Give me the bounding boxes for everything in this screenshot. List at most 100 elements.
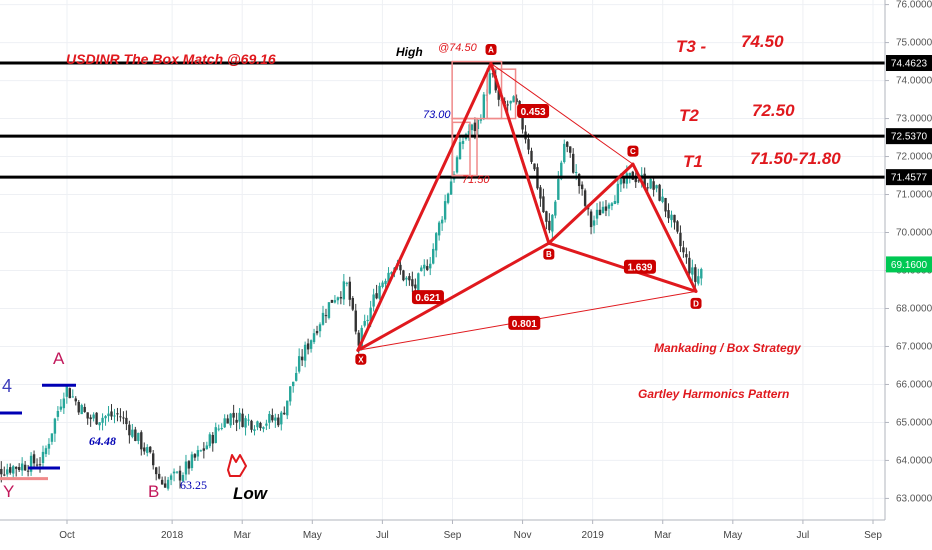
price-tick-label: 70.0000 — [896, 228, 932, 239]
value-63-25: 63.25 — [180, 478, 207, 492]
candle-body — [0, 468, 3, 475]
candle-body — [592, 220, 596, 226]
price-tag-label: 74.4623 — [891, 59, 928, 70]
candle-body — [190, 454, 194, 469]
candle-body — [461, 140, 465, 144]
pointing-hand-icon — [227, 454, 247, 477]
candle-body — [521, 108, 524, 130]
gartley-pattern: X A B C D 0.453 0.621 1.639 0.801 — [355, 43, 702, 365]
candle-body — [488, 73, 491, 94]
time-axis: Oct 2018 Mar May Jul Sep Nov 2019 Mar May Jul Sep — [0, 519, 885, 550]
candle-body — [80, 405, 83, 415]
candle-body — [280, 412, 283, 425]
time-tick-label: 2019 — [582, 530, 605, 541]
time-tick-label: Nov — [514, 530, 532, 541]
candle-body — [286, 400, 289, 416]
horizontal-levels — [0, 61, 885, 179]
candle-body — [56, 410, 60, 417]
candle-body — [229, 413, 232, 426]
candle-body — [271, 415, 274, 421]
candle-body — [533, 163, 536, 170]
candle-body — [616, 183, 620, 204]
candle-body — [143, 447, 146, 452]
candle-body — [577, 174, 581, 187]
candle-body — [241, 413, 244, 427]
candle-body — [303, 344, 307, 361]
candle-body — [658, 184, 661, 201]
point-d: D — [690, 297, 702, 309]
time-tick-label: Sep — [444, 530, 462, 541]
candle-body — [211, 434, 214, 444]
wave-label-b: B — [148, 482, 159, 501]
candle-body — [679, 232, 682, 247]
candle-body — [152, 453, 155, 466]
candle-body — [44, 448, 48, 455]
candle-body — [184, 461, 188, 475]
candle-body — [682, 247, 685, 253]
candle-body — [217, 428, 220, 430]
candle-body — [479, 119, 483, 121]
candle-body — [86, 412, 89, 419]
price-tick-label: 64.0000 — [896, 455, 932, 466]
candle-body — [289, 386, 292, 402]
candle-body — [688, 257, 691, 274]
candle-body — [372, 294, 375, 307]
pattern-note: Gartley Harmonics Pattern — [638, 387, 789, 401]
leg-ab — [489, 61, 551, 245]
candle-body — [443, 201, 447, 220]
candle-body — [104, 416, 107, 419]
candle-body — [405, 277, 408, 280]
candle-body — [381, 282, 384, 287]
candle-body — [512, 96, 515, 103]
candle-body — [83, 406, 86, 412]
candle-body — [509, 100, 512, 104]
candle-body — [676, 221, 679, 232]
value-64-48: 64.48 — [89, 434, 116, 448]
candle-body — [685, 254, 688, 258]
candle-body — [345, 282, 349, 284]
candle-body — [181, 475, 185, 482]
point-a: A — [485, 43, 497, 55]
price-tick-label: 76.0000 — [896, 0, 932, 11]
candle-body — [128, 424, 131, 436]
t1-label: T1 — [683, 152, 703, 171]
ratio-label: 0.621 — [415, 293, 440, 304]
candle-body — [539, 187, 542, 199]
candle-body — [92, 414, 95, 419]
candle-body — [375, 293, 378, 299]
candle-body — [348, 281, 352, 300]
candle-body — [146, 447, 149, 453]
candle-body — [172, 471, 176, 474]
price-tick-label: 66.0000 — [896, 379, 932, 390]
candle-body — [134, 429, 137, 441]
candle-body — [655, 185, 658, 189]
candles — [0, 66, 703, 491]
candle-body — [554, 201, 557, 216]
candle-body — [166, 479, 170, 489]
current-price-tag: 69.1600 — [886, 256, 932, 273]
ratio-label: 1.639 — [627, 263, 652, 274]
candle-body — [426, 266, 429, 270]
time-tick-label: Mar — [234, 530, 252, 541]
candle-body — [449, 181, 453, 195]
leg-xb — [356, 241, 551, 352]
point-x-label: X — [358, 355, 364, 364]
candle-body — [309, 340, 313, 349]
candle-body — [408, 276, 411, 281]
point-d-label: D — [693, 299, 699, 308]
low-label: Low — [233, 484, 269, 503]
candle-body — [26, 470, 30, 472]
candle-body — [250, 420, 253, 430]
candle-body — [6, 469, 9, 475]
candle-body — [336, 297, 340, 301]
leg-cd — [631, 162, 698, 293]
ratio-tag: 0.453 — [517, 103, 550, 118]
candle-body — [622, 177, 626, 184]
price-tick-label: 68.0000 — [896, 303, 932, 314]
candle-body — [256, 421, 259, 428]
candle-body — [667, 210, 670, 219]
candle-body — [411, 279, 414, 287]
candle-body — [598, 209, 602, 216]
candle-body — [434, 233, 438, 251]
